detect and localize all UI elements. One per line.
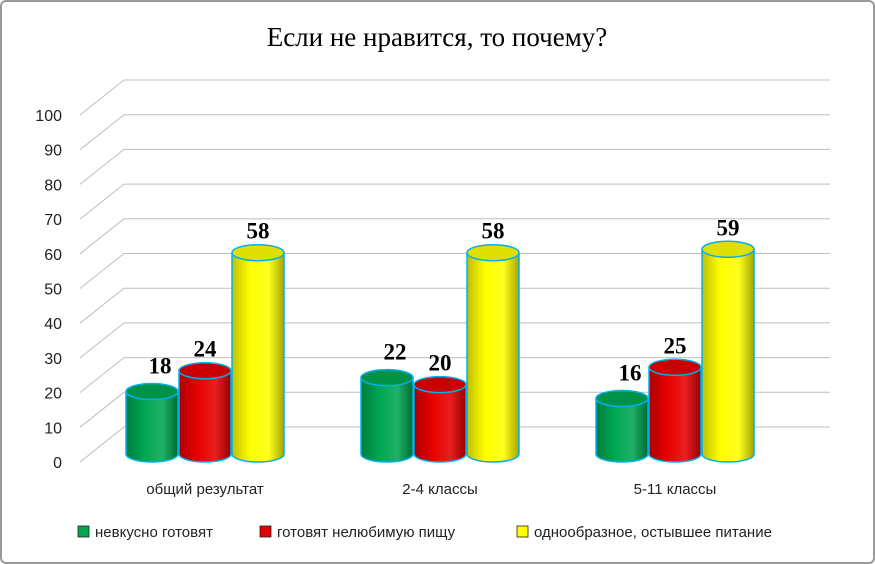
bar	[413, 375, 467, 463]
gridline	[79, 148, 830, 185]
data-label: 59	[717, 215, 740, 240]
data-label: 58	[247, 219, 270, 244]
gridline	[79, 183, 830, 220]
bar	[595, 389, 649, 463]
legend-entry: готовят нелюбимую пищу	[259, 524, 456, 541]
legend-swatch	[516, 525, 529, 538]
x-tick-label: общий результат	[146, 481, 264, 498]
gridline	[79, 253, 830, 289]
gridline	[79, 391, 830, 428]
chart-title: Если не нравится, то почему?	[267, 22, 608, 52]
y-tick-label: 60	[44, 247, 62, 264]
bar	[648, 358, 702, 463]
data-label: 25	[664, 333, 687, 358]
y-tick-label: 80	[44, 177, 62, 194]
bar	[178, 361, 232, 463]
legend-swatch	[77, 525, 90, 538]
y-tick-label: 50	[44, 282, 62, 299]
y-axis-ticks: 0 10 20 30 40 50 60 70 80 90 100	[35, 108, 62, 472]
y-tick-label: 40	[44, 316, 62, 333]
legend-label: невкусно готовят	[95, 524, 213, 541]
bar	[231, 243, 285, 463]
legend-label: готовят нелюбимую пищу	[277, 524, 456, 541]
data-labels: 18 24 58 22 20 58 16 25 59	[149, 215, 740, 385]
y-tick-label: 30	[44, 351, 62, 368]
bar	[701, 240, 755, 463]
x-axis-ticks: общий результат 2-4 классы 5-11 классы	[146, 481, 716, 498]
data-label: 22	[384, 340, 407, 365]
y-tick-label: 20	[44, 386, 62, 403]
gridline	[79, 357, 830, 393]
data-label: 58	[482, 219, 505, 244]
bar	[125, 382, 179, 463]
x-tick-label: 2-4 классы	[402, 481, 477, 498]
gridline	[79, 287, 830, 324]
gridline	[79, 218, 830, 255]
gridline	[79, 426, 830, 463]
data-label: 16	[619, 360, 642, 385]
bar	[466, 243, 520, 463]
legend: невкусно готовят готовят нелюбимую пищу од…	[77, 524, 772, 541]
legend-label: однообразное, остывшее питание	[534, 524, 772, 541]
y-tick-label: 90	[44, 143, 62, 160]
y-tick-label: 10	[44, 420, 62, 437]
bar	[360, 368, 414, 463]
x-tick-label: 5-11 классы	[634, 481, 717, 498]
y-tick-label: 0	[53, 455, 62, 472]
gridline	[79, 322, 830, 359]
bars	[125, 240, 755, 463]
grid	[79, 79, 830, 463]
data-label: 18	[149, 354, 172, 379]
y-tick-label: 70	[44, 212, 62, 229]
legend-swatch	[259, 525, 272, 538]
gridline	[79, 114, 830, 151]
legend-entry: невкусно готовят	[77, 524, 213, 541]
gridline	[79, 79, 830, 116]
data-label: 20	[429, 351, 452, 376]
y-tick-label: 100	[35, 108, 62, 125]
legend-entry: однообразное, остывшее питание	[516, 524, 772, 541]
data-label: 24	[194, 337, 218, 362]
